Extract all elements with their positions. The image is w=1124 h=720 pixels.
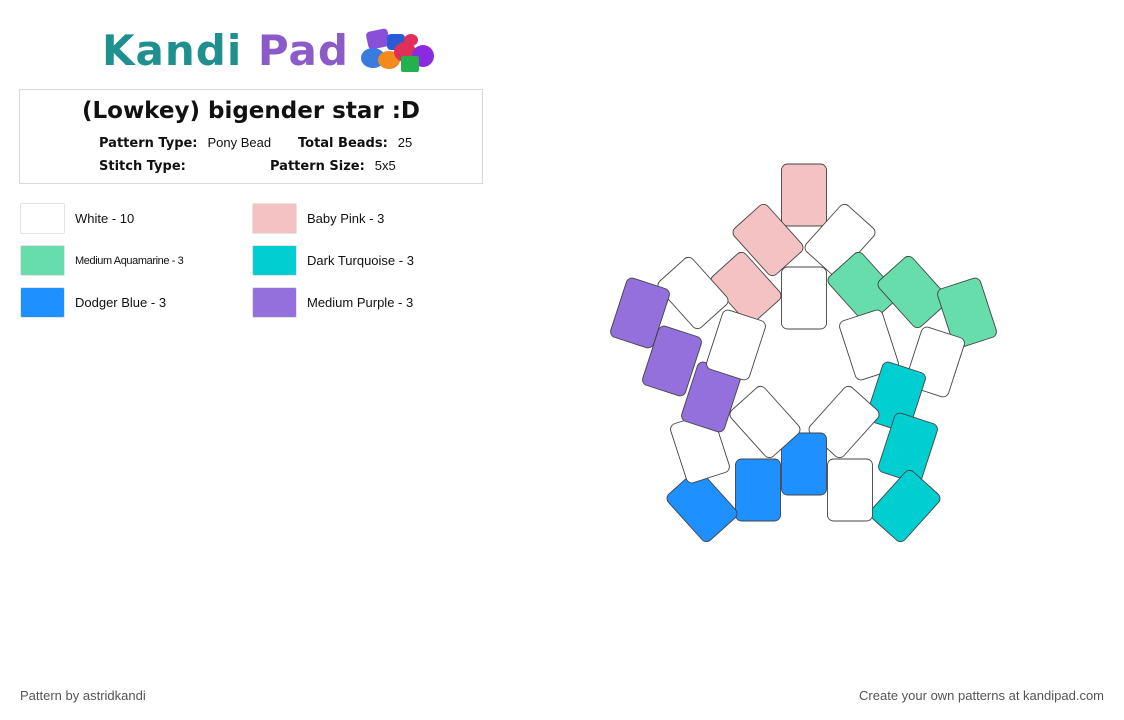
- pattern-type-value: Pony Bead: [207, 135, 272, 150]
- color-swatch: [20, 203, 65, 234]
- color-swatch: [20, 287, 65, 318]
- kandipad-link[interactable]: Create your own patterns at kandipad.com: [859, 688, 1104, 703]
- color-swatch: [20, 245, 65, 276]
- legend-item-dodger-blue: Dodger Blue - 3: [20, 287, 166, 318]
- bead-18: [666, 469, 738, 543]
- logo-text: Kandi Pad: [102, 27, 349, 75]
- legend-label: White - 10: [75, 211, 135, 226]
- legend-label: Dodger Blue - 3: [75, 295, 167, 310]
- legend-label: Medium Purple - 3: [307, 295, 414, 310]
- bead-14: [869, 469, 941, 543]
- legend-label: Baby Pink - 3: [307, 211, 385, 226]
- total-beads-value: 25: [397, 135, 413, 150]
- legend-label: Dark Turquoise - 3: [307, 253, 414, 268]
- bead-8: [877, 255, 949, 329]
- legend-item-medium-purple: Medium Purple - 3: [252, 287, 413, 318]
- pattern-type-label: Pattern Type:: [99, 136, 198, 151]
- pattern-size-label: Pattern Size:: [270, 159, 365, 174]
- pattern-size: Pattern Size: 5x5: [270, 158, 396, 174]
- logo-word-kandi: Kandi: [102, 26, 243, 75]
- kandi-pad-logo[interactable]: Kandi Pad: [102, 26, 437, 76]
- bead-16: [781, 432, 827, 496]
- bead-10: [839, 309, 899, 381]
- legend-item-baby-pink: Baby Pink - 3: [252, 203, 384, 234]
- bead-7: [827, 251, 899, 325]
- legend-item-dark-turquoise: Dark Turquoise - 3: [252, 245, 414, 276]
- bead-19: [827, 458, 873, 522]
- legend-item-medium-aquamarine: Medium Aquamarine - 3: [20, 245, 184, 276]
- bead-9: [937, 277, 997, 349]
- bead-3: [732, 203, 804, 277]
- legend-label: Medium Aquamarine - 3: [75, 254, 184, 267]
- bead-4: [710, 251, 782, 325]
- bead-22: [610, 277, 670, 349]
- bead-5: [657, 256, 729, 330]
- bead-6: [781, 266, 827, 330]
- pattern-size-value: 5x5: [374, 158, 396, 173]
- pattern-type: Pattern Type: Pony Bead: [99, 135, 271, 151]
- bead-17: [735, 458, 781, 522]
- bead-pattern: [610, 163, 997, 543]
- bead-13: [878, 412, 938, 484]
- bead-20: [729, 385, 801, 459]
- color-swatch: [252, 245, 297, 276]
- stitch-type: Stitch Type:: [99, 158, 196, 174]
- total-beads-label: Total Beads:: [298, 136, 388, 151]
- color-swatch: [252, 203, 297, 234]
- bead-23: [642, 325, 702, 397]
- beads-icon: [360, 28, 434, 72]
- bead-1: [781, 163, 827, 227]
- bead-12: [866, 361, 926, 433]
- pattern-author: Pattern by astridkandi: [20, 688, 146, 703]
- legend-item-white: White - 10: [20, 203, 134, 234]
- pattern-info-box: (Lowkey) bigender star :D Pattern Type: P…: [19, 89, 483, 184]
- logo-word-pad: Pad: [257, 26, 349, 75]
- pattern-title: (Lowkey) bigender star :D: [81, 98, 421, 124]
- total-beads: Total Beads: 25: [298, 135, 412, 151]
- bead-25: [706, 309, 766, 381]
- color-swatch: [252, 287, 297, 318]
- stitch-type-label: Stitch Type:: [99, 159, 186, 174]
